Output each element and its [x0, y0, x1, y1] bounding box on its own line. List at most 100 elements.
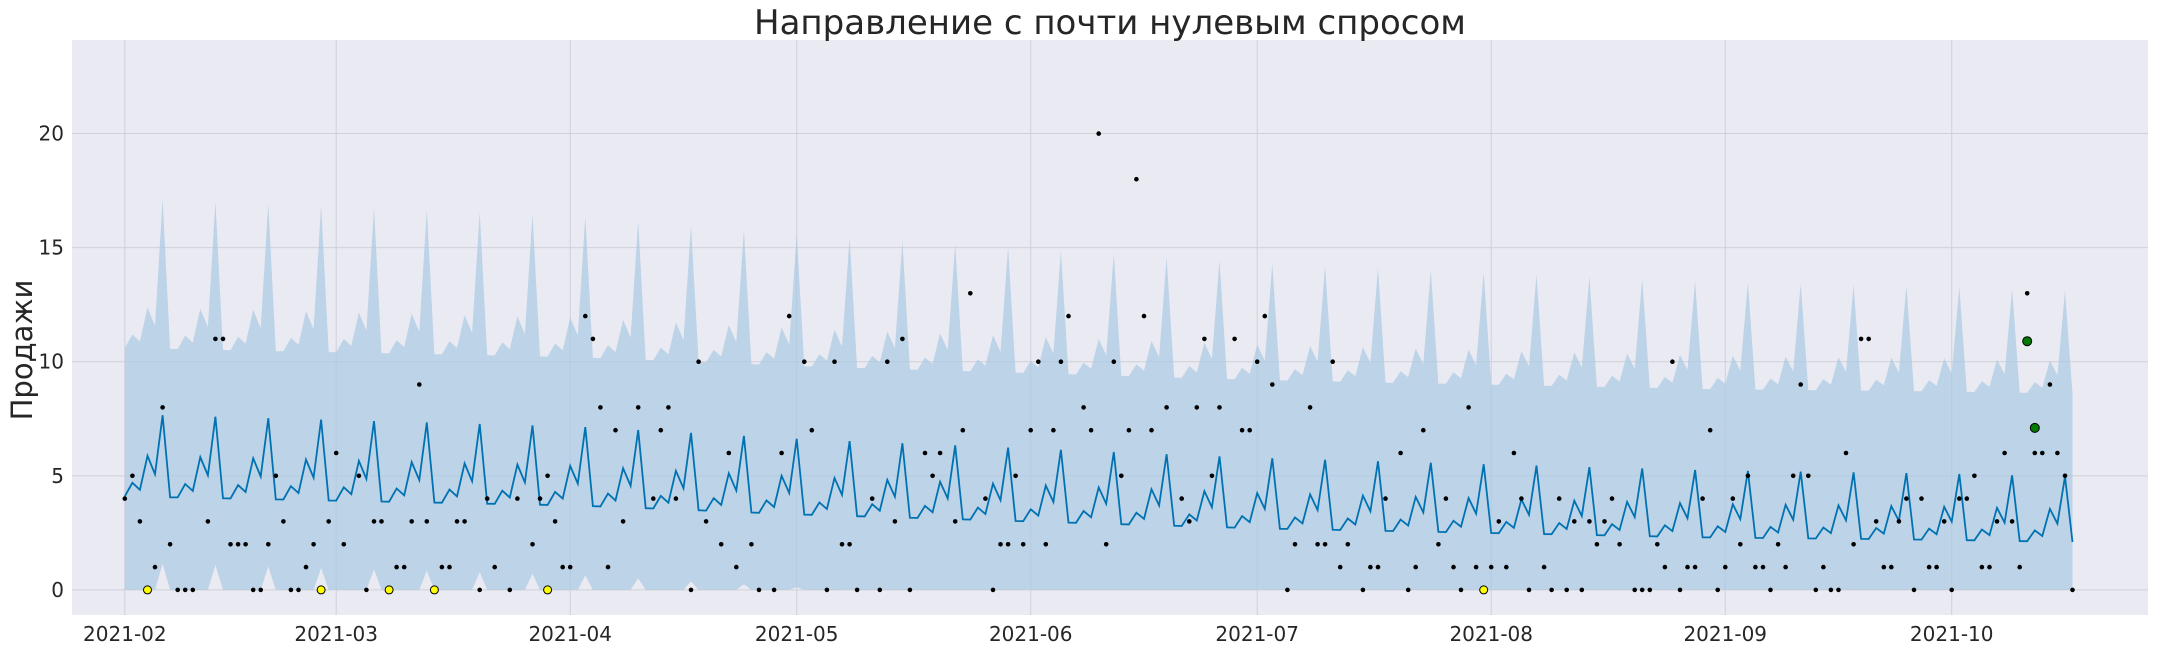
actual-point [530, 542, 535, 547]
actual-point [1247, 427, 1252, 433]
actual-point [409, 519, 415, 524]
actual-point [1270, 382, 1275, 387]
actual-point [2024, 291, 2030, 296]
actual-point [1511, 450, 1517, 456]
actual-point [1413, 564, 1418, 570]
actual-point [1443, 496, 1449, 501]
actual-point [122, 496, 128, 501]
actual-point [1398, 450, 1403, 456]
y-tick-label: 15 [39, 236, 64, 260]
actual-point [937, 450, 943, 456]
actual-point [1730, 496, 1736, 501]
actual-point [1670, 359, 1675, 365]
actual-point [613, 427, 618, 433]
actual-point [477, 587, 483, 593]
actual-point [1405, 587, 1411, 593]
actual-point [296, 587, 301, 593]
actual-point [484, 496, 490, 501]
low-anomaly-point [543, 585, 553, 595]
x-tick-label: 2021-10 [1910, 622, 1994, 646]
actual-point [900, 336, 905, 342]
actual-point [447, 564, 452, 570]
actual-point [2062, 473, 2068, 479]
actual-point [1594, 542, 1600, 547]
actual-point [228, 542, 233, 547]
actual-point [1209, 473, 1215, 479]
x-tick-label: 2021-06 [989, 622, 1073, 646]
actual-point [824, 587, 830, 593]
actual-point [968, 291, 973, 296]
actual-point [537, 496, 543, 501]
actual-point [726, 450, 732, 456]
actual-point [1964, 496, 1970, 501]
actual-point [1813, 587, 1819, 593]
actual-point [1081, 405, 1086, 410]
x-tick-label: 2021-03 [294, 622, 378, 646]
actual-point [424, 519, 430, 524]
actual-point [960, 427, 966, 433]
actual-point [258, 587, 264, 593]
actual-point [1738, 542, 1743, 547]
actual-point [492, 564, 498, 570]
actual-point [1579, 587, 1585, 593]
actual-point [1904, 496, 1909, 501]
actual-point [1677, 587, 1683, 593]
actual-point [1179, 496, 1184, 501]
actual-point [1911, 587, 1917, 593]
x-tick-label: 2021-09 [1683, 622, 1767, 646]
actual-point [417, 382, 422, 387]
actual-point [2047, 382, 2053, 387]
actual-point [688, 587, 694, 593]
actual-point [1858, 336, 1864, 342]
actual-point [802, 359, 807, 365]
actual-point [1383, 496, 1388, 501]
actual-point [1760, 564, 1766, 570]
actual-point [1141, 313, 1147, 319]
actual-point [1685, 564, 1690, 570]
actual-point [1889, 564, 1894, 570]
actual-point [462, 519, 467, 524]
actual-point [1020, 542, 1026, 547]
actual-point [1458, 587, 1464, 593]
actual-point [1836, 587, 1841, 593]
actual-point [651, 496, 656, 501]
actual-point [1436, 542, 1441, 547]
actual-point [1164, 405, 1169, 410]
actual-point [998, 542, 1003, 547]
actual-point [560, 564, 565, 570]
actual-point [1103, 542, 1109, 547]
actual-point [167, 542, 173, 547]
actual-point [1315, 542, 1320, 547]
actual-point [1949, 587, 1954, 593]
actual-point [922, 450, 928, 456]
actual-point [137, 519, 143, 524]
actual-point [1775, 542, 1781, 547]
actual-point [1655, 542, 1660, 547]
actual-point [1647, 587, 1653, 593]
actual-point [2040, 450, 2045, 456]
low-anomaly-point [429, 585, 439, 595]
actual-point [1934, 564, 1939, 570]
actual-point [220, 336, 226, 342]
actual-point [1843, 450, 1849, 456]
actual-point [1881, 564, 1887, 570]
actual-point [1345, 542, 1351, 547]
actual-point [1798, 382, 1803, 387]
actual-point [1715, 587, 1720, 593]
y-tick-label: 10 [39, 350, 64, 374]
actual-point [1753, 564, 1758, 570]
actual-point [235, 542, 241, 547]
actual-point [1783, 564, 1788, 570]
actual-point [1262, 313, 1268, 319]
actual-point [1421, 427, 1426, 433]
actual-point [620, 519, 626, 524]
actual-point [303, 564, 309, 570]
actual-point [182, 587, 188, 593]
actual-point [756, 587, 762, 593]
actual-point [2017, 564, 2022, 570]
low-anomaly-point [143, 585, 152, 595]
actual-point [749, 542, 754, 547]
actual-point [734, 564, 739, 570]
actual-point [1632, 587, 1637, 593]
actual-point [1662, 564, 1668, 570]
